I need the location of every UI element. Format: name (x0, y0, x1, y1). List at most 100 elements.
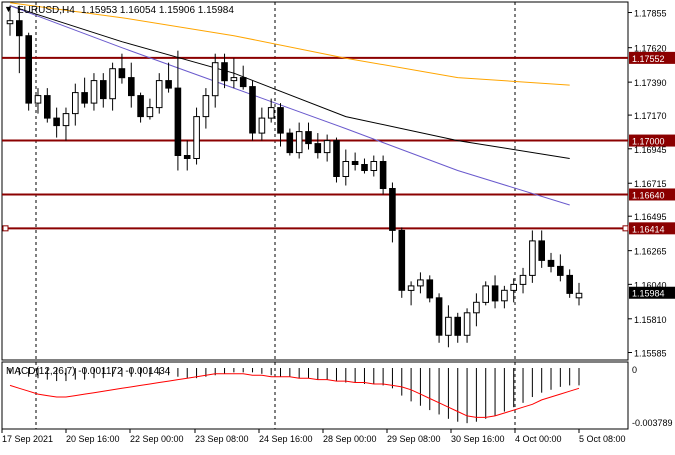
candle-body (538, 240, 546, 261)
candle-body (44, 95, 51, 119)
candle-body (249, 86, 256, 134)
symbol-timeframe: EURUSD,H4 (17, 5, 75, 16)
macd-title: MACD(12,26,7) -0.001172 -0.001434 (6, 366, 171, 377)
candle-body (128, 77, 135, 97)
price-tick-label: 1.16040 (634, 280, 667, 290)
candle-body (454, 316, 461, 336)
level-price-tag (629, 222, 675, 235)
candle-body (510, 283, 517, 291)
candle-body (435, 297, 443, 336)
macd-signal-line (9, 373, 580, 418)
price-tick-label: 1.17390 (634, 78, 667, 88)
price-tick-label: 1.17620 (634, 44, 667, 54)
level-price-tag (629, 188, 675, 201)
candle-body (379, 161, 387, 189)
candle-body (211, 62, 219, 97)
candle-body (501, 289, 508, 302)
macd-indicator (9, 368, 580, 424)
time-tick-label: 28 Sep 00:00 (323, 434, 377, 444)
candle-body (174, 87, 182, 156)
price-tick-label: 1.16265 (634, 247, 667, 257)
candle-body (286, 132, 294, 154)
price-tick-label: 1.16495 (634, 212, 667, 222)
current-price-label: 1.15984 (632, 289, 665, 299)
candle-body (230, 77, 238, 82)
candle-body (277, 107, 284, 134)
candle-body (118, 68, 126, 79)
macd-plot-frame (1, 361, 629, 430)
candle-body (239, 77, 247, 88)
time-tick-label: 4 Oct 00:00 (515, 434, 562, 444)
time-tick-label: 23 Sep 08:00 (195, 434, 249, 444)
candle-body (25, 35, 32, 104)
candle-body (482, 285, 489, 303)
candle-body (6, 20, 14, 25)
candle-body (34, 95, 42, 104)
candle-body (529, 240, 536, 276)
moving-average-line (9, 5, 570, 159)
candle-body (314, 143, 322, 154)
candle-body (389, 188, 396, 231)
candle-body (305, 131, 312, 145)
level-price-label: 1.17552 (632, 54, 665, 64)
candle-body (342, 161, 350, 177)
candle-body (473, 301, 480, 314)
candle-body (445, 316, 452, 336)
candle-body (361, 164, 368, 171)
horizontal-levels[interactable]: 1.17552 1.17000 1.16640 1.16414 (2, 51, 675, 235)
candle-body (333, 140, 340, 178)
level-handle-right[interactable] (622, 225, 629, 232)
candle-body (267, 107, 275, 119)
ohlc-values: 1.15953 1.16054 1.15906 1.15984 (81, 5, 234, 16)
macd-axis-min: -0.003789 (632, 418, 673, 428)
candle-body (557, 265, 564, 276)
moving-average-line (9, 5, 570, 206)
moving-average-line (9, 2, 570, 86)
candle-body (81, 92, 88, 104)
candle-body (137, 95, 144, 118)
current-price-tag (629, 286, 675, 299)
time-tick-label: 29 Sep 08:00 (387, 434, 441, 444)
candle-body (258, 117, 266, 134)
price-tick-label: 1.17855 (634, 8, 667, 18)
price-tick-label: 1.16945 (634, 145, 667, 155)
header-arrow-icon: ▼ (4, 4, 13, 14)
candle-body (491, 285, 499, 302)
candle-body (407, 285, 415, 291)
candle-body (566, 274, 574, 294)
moving-averages (9, 2, 570, 206)
candle-body (295, 131, 303, 154)
candle-body (109, 68, 116, 100)
candle-body (323, 140, 331, 154)
candle-body (519, 274, 527, 285)
price-tick-label: 1.16715 (634, 179, 667, 189)
candle-body (398, 229, 406, 291)
candle-body (155, 80, 163, 109)
candle-body (463, 312, 471, 336)
time-tick-label: 20 Sep 16:00 (66, 434, 120, 444)
level-price-tag (629, 51, 675, 64)
candle-body (53, 117, 60, 127)
price-tick-label: 1.15810 (634, 315, 667, 325)
candle-body (426, 279, 434, 299)
candle-body (90, 80, 98, 104)
candle-body (100, 80, 107, 100)
period-separators (35, 2, 516, 429)
candle-body (202, 95, 210, 118)
candle-body (351, 161, 359, 165)
candle-body (417, 279, 424, 287)
time-tick-label: 5 Oct 08:00 (579, 434, 626, 444)
candle-body (165, 80, 172, 89)
price-axis: 1.17855 1.17620 1.17390 1.17170 1.16945 1.167… (628, 8, 675, 359)
level-price-label: 1.17000 (632, 137, 665, 147)
time-tick-label: 17 Sep 2021 (2, 434, 53, 444)
level-price-tag (629, 134, 675, 147)
candle-body (72, 92, 79, 115)
level-handle-left[interactable] (2, 225, 9, 232)
candle-body (221, 62, 228, 82)
level-price-label: 1.16640 (632, 190, 665, 200)
time-tick-label: 24 Sep 16:00 (259, 434, 313, 444)
candle-body (193, 116, 200, 159)
